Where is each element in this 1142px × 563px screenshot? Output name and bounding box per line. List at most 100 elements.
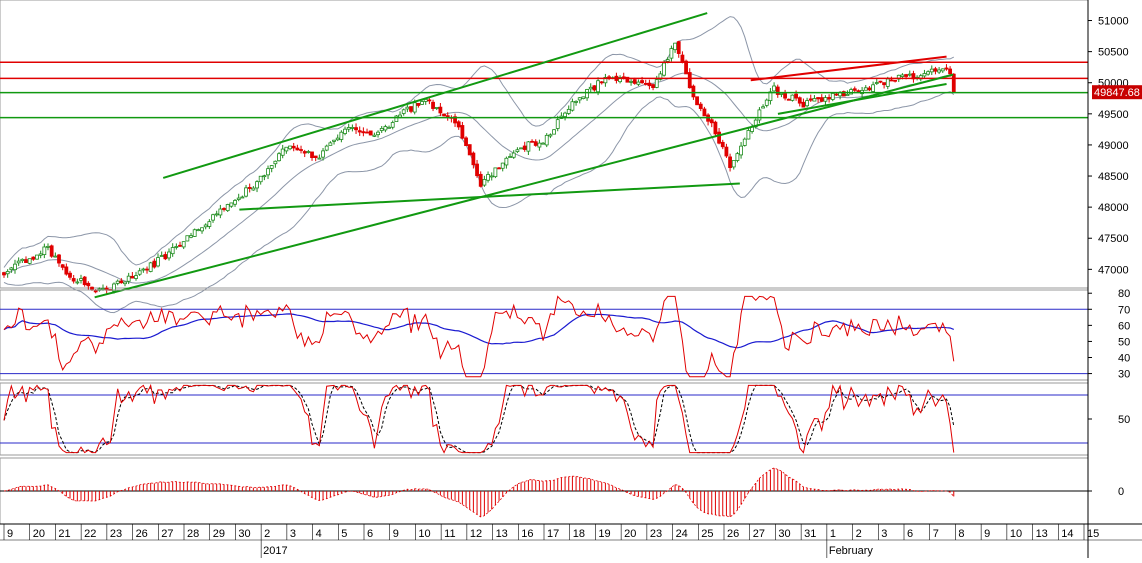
candle-body [889, 79, 894, 82]
macd-tick-label: 0 [1118, 486, 1124, 498]
candle-body [123, 281, 127, 285]
candle-body [731, 160, 736, 168]
candle-body [761, 106, 765, 109]
candle-body [35, 254, 39, 260]
time-tick-label: 6 [367, 528, 373, 540]
stochastic-tick-label: 50 [1118, 414, 1130, 426]
candle-body [845, 94, 850, 97]
candle-body [698, 103, 703, 109]
time-tick-label: 9 [984, 528, 990, 540]
candle-body [636, 81, 641, 85]
candle-body [555, 119, 560, 129]
candle-body [599, 81, 604, 84]
candle-body [618, 77, 622, 83]
time-tick-label: 19 [598, 528, 610, 540]
rsi-tick-label: 70 [1118, 304, 1130, 316]
candle-body [515, 149, 520, 153]
candle-body [574, 100, 578, 103]
candle-body [596, 80, 600, 93]
price-tick-label: 49500 [1098, 109, 1129, 121]
time-tick-label: 15 [1087, 528, 1099, 540]
candle-body [478, 173, 483, 187]
candle-body [841, 91, 846, 97]
candle-body [929, 68, 934, 73]
candle-body [200, 227, 204, 232]
candle-body [394, 115, 399, 123]
candle-body [126, 275, 131, 282]
candle-body [834, 93, 839, 96]
candle-body [431, 101, 435, 109]
candle-body [427, 99, 432, 102]
candle-body [214, 213, 219, 216]
wedge-lower-line [777, 82, 947, 115]
candle-body [163, 254, 168, 260]
candle-body [867, 87, 872, 91]
candle-body [354, 127, 358, 131]
candle-body [702, 108, 707, 117]
time-tick-label: 26 [727, 528, 739, 540]
candle-body [167, 251, 171, 259]
time-tick-label: 13 [1036, 528, 1048, 540]
candle-body [475, 163, 479, 177]
candle-body [401, 109, 406, 114]
candle-body [904, 74, 909, 77]
candle-body [196, 229, 201, 232]
time-tick-label: 23 [110, 528, 122, 540]
candle-body [266, 168, 270, 176]
candle-body [284, 146, 289, 152]
candle-body [504, 157, 509, 166]
candle-body [361, 131, 366, 134]
candle-body [244, 187, 248, 197]
price-tick-label: 51000 [1098, 16, 1129, 28]
candle-body [812, 98, 817, 102]
price-tick-label: 50500 [1098, 47, 1129, 59]
candle-body [772, 85, 776, 92]
rsi-tick-label: 30 [1118, 369, 1130, 381]
time-tick-label: 27 [161, 528, 173, 540]
candle-body [291, 145, 296, 149]
candle-body [717, 131, 721, 144]
candle-body [409, 106, 413, 112]
candle-body [412, 102, 417, 113]
candle-body [511, 152, 516, 158]
candle-body [508, 156, 512, 158]
candle-body [801, 101, 806, 108]
candle-body [922, 73, 927, 77]
candle-body [365, 131, 369, 134]
candle-body [434, 106, 439, 109]
candle-body [541, 142, 545, 145]
candle-body [882, 82, 886, 86]
candle-body [192, 229, 197, 237]
candle-body [709, 119, 714, 124]
candle-body [218, 208, 223, 216]
candle-body [255, 181, 259, 189]
candle-body [522, 145, 527, 150]
candle-body [585, 89, 589, 99]
candle-body [783, 93, 787, 99]
last-price-label: 49847.68 [1094, 87, 1140, 99]
price-tick-label: 48000 [1098, 202, 1129, 214]
channel-lower-line [94, 73, 954, 299]
candle-body [581, 96, 586, 99]
time-tick-label: 25 [701, 528, 713, 540]
candle-body [519, 147, 523, 150]
candle-body [2, 272, 6, 276]
time-tick-label: 2 [264, 528, 270, 540]
candle-body [24, 259, 28, 263]
channel-upper-line [162, 12, 708, 179]
candle-body [174, 246, 179, 248]
candle-body [189, 235, 193, 238]
candle-body [31, 256, 36, 260]
time-tick-label: 14 [1061, 528, 1073, 540]
period-label: February [829, 545, 874, 557]
candle-body [757, 109, 762, 121]
candle-body [764, 99, 769, 106]
candle-body [695, 96, 699, 106]
macd-histogram-bars [7, 467, 955, 517]
price-panel: 5100050500500004950049000485004800047500… [0, 0, 1142, 314]
candle-body [13, 263, 17, 271]
candle-body [156, 257, 160, 267]
candle-body [482, 179, 487, 186]
candle-body [115, 280, 120, 284]
